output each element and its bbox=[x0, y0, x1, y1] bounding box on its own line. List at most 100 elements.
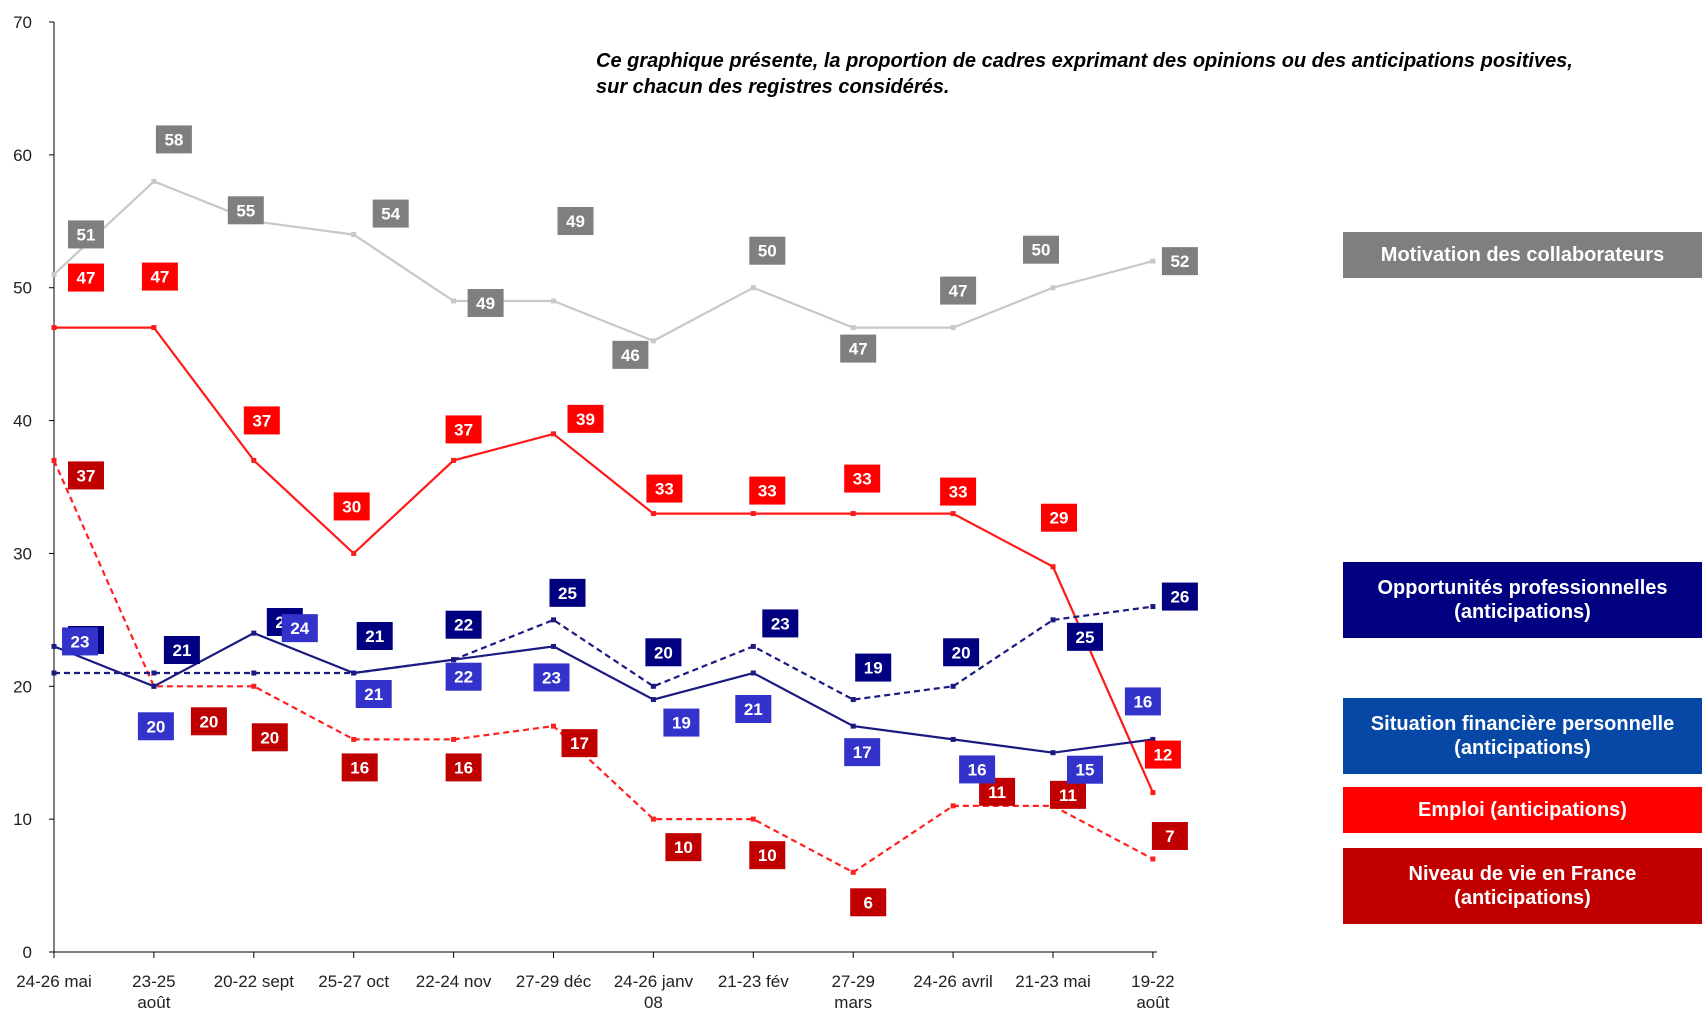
data-label-text: 11 bbox=[1059, 786, 1077, 805]
data-label-motivation: 49 bbox=[467, 289, 504, 317]
data-label-bg bbox=[943, 638, 980, 667]
data-point-situation bbox=[1150, 736, 1156, 742]
data-point-motivation bbox=[51, 271, 57, 277]
data-label-text: 47 bbox=[849, 340, 868, 359]
data-label-text: 25 bbox=[1076, 628, 1095, 647]
data-label-situation: 16 bbox=[1124, 687, 1161, 716]
data-label-bg bbox=[646, 474, 683, 503]
data-point-motivation bbox=[1050, 285, 1056, 291]
data-label-text: 16 bbox=[350, 758, 369, 777]
data-label-bg bbox=[557, 207, 594, 235]
x-tick-label: août bbox=[1136, 993, 1169, 1012]
data-label-text: 50 bbox=[758, 242, 777, 261]
data-label-bg bbox=[281, 614, 318, 643]
data-label-opportunites: 20 bbox=[645, 638, 682, 667]
data-label-bg bbox=[155, 125, 192, 154]
x-tick-label: août bbox=[137, 993, 170, 1012]
data-label-bg bbox=[1041, 503, 1077, 532]
data-label-emploi: 37 bbox=[243, 406, 280, 435]
data-point-motivation bbox=[850, 325, 856, 331]
data-label-bg bbox=[612, 340, 649, 369]
data-label-bg bbox=[549, 578, 586, 607]
data-point-situation bbox=[351, 670, 357, 676]
data-label-text: 50 bbox=[1032, 241, 1051, 260]
data-point-emploi bbox=[750, 511, 756, 517]
x-tick-label: 25-27 oct bbox=[318, 972, 389, 991]
data-label-emploi: 29 bbox=[1041, 503, 1077, 532]
data-label-text: 51 bbox=[77, 225, 96, 244]
data-point-emploi bbox=[451, 457, 457, 463]
data-label-bg bbox=[227, 196, 264, 225]
data-label-text: 47 bbox=[150, 268, 169, 287]
data-label-niveau: 20 bbox=[251, 723, 288, 752]
data-label-opportunites: 20 bbox=[943, 638, 980, 667]
data-point-situation bbox=[251, 630, 257, 636]
data-label-text: 19 bbox=[864, 659, 883, 678]
data-label-bg bbox=[749, 476, 786, 505]
data-point-situation bbox=[51, 643, 57, 649]
data-label-emploi: 30 bbox=[333, 492, 370, 521]
data-point-situation bbox=[750, 670, 756, 676]
data-point-situation bbox=[950, 736, 956, 742]
x-tick-label: 08 bbox=[644, 993, 663, 1012]
chart-note-line-1: Ce graphique présente, la proportion de … bbox=[596, 50, 1573, 72]
data-label-niveau: 17 bbox=[561, 729, 598, 758]
data-label-bg bbox=[561, 729, 598, 758]
data-label-bg bbox=[959, 755, 996, 784]
data-label-situation: 24 bbox=[281, 614, 318, 643]
data-label-bg bbox=[1050, 780, 1086, 809]
data-label-text: 25 bbox=[558, 584, 577, 603]
data-label-text: 20 bbox=[260, 728, 279, 747]
data-label-motivation: 58 bbox=[155, 125, 192, 154]
legend-item-niveau: Niveau de vie en France (anticipations) bbox=[1343, 848, 1702, 924]
data-label-bg bbox=[445, 662, 482, 691]
data-point-motivation bbox=[650, 338, 656, 344]
data-label-opportunites: 19 bbox=[855, 653, 892, 682]
data-point-opportunites bbox=[1150, 604, 1156, 610]
data-label-emploi: 39 bbox=[567, 404, 604, 433]
data-label-text: 15 bbox=[1076, 761, 1095, 780]
data-point-motivation bbox=[151, 178, 157, 184]
data-label-text: 39 bbox=[576, 410, 595, 429]
data-label-text: 33 bbox=[853, 470, 872, 489]
data-point-opportunites bbox=[251, 670, 257, 676]
x-tick-label: 21-23 fév bbox=[718, 972, 789, 991]
data-label-situation: 23 bbox=[533, 663, 570, 692]
data-label-bg bbox=[1151, 822, 1188, 850]
data-label-emploi: 33 bbox=[646, 474, 683, 503]
data-label-niveau: 6 bbox=[850, 888, 887, 917]
data-point-niveau bbox=[950, 803, 956, 809]
data-label-niveau: 16 bbox=[445, 753, 482, 782]
data-label-motivation: 55 bbox=[227, 196, 264, 225]
data-point-motivation bbox=[950, 325, 956, 331]
y-tick-label: 0 bbox=[23, 943, 32, 962]
data-label-text: 58 bbox=[164, 130, 183, 149]
data-label-text: 26 bbox=[1170, 588, 1189, 607]
legend-label-2: (anticipations) bbox=[1454, 601, 1591, 623]
series-line-niveau bbox=[52, 459, 1154, 874]
x-tick-label: 27-29 bbox=[831, 972, 874, 991]
data-label-text: 23 bbox=[771, 614, 790, 633]
legend-label: Emploi (anticipations) bbox=[1418, 799, 1627, 821]
data-label-bg bbox=[355, 680, 392, 708]
legend-label-2: (anticipations) bbox=[1454, 737, 1591, 759]
data-label-text: 10 bbox=[674, 838, 693, 857]
data-label-text: 22 bbox=[454, 668, 473, 687]
data-label-bg bbox=[333, 492, 370, 521]
data-label-opportunites: 26 bbox=[1161, 582, 1198, 611]
data-label-text: 37 bbox=[77, 466, 96, 485]
data-label-bg bbox=[533, 663, 570, 692]
data-point-emploi bbox=[51, 325, 57, 331]
data-label-bg bbox=[762, 609, 799, 638]
data-label-bg bbox=[855, 653, 892, 682]
x-tick-label: 19-22 bbox=[1131, 972, 1174, 991]
data-label-bg bbox=[445, 753, 482, 782]
x-tick-label: 20-22 sept bbox=[214, 972, 295, 991]
data-label-bg bbox=[68, 220, 104, 249]
data-label-bg bbox=[749, 236, 786, 265]
data-label-bg bbox=[844, 738, 881, 767]
data-label-bg bbox=[163, 636, 200, 664]
x-tick-label: 21-23 mai bbox=[1015, 972, 1091, 991]
data-label-text: 49 bbox=[566, 212, 585, 231]
